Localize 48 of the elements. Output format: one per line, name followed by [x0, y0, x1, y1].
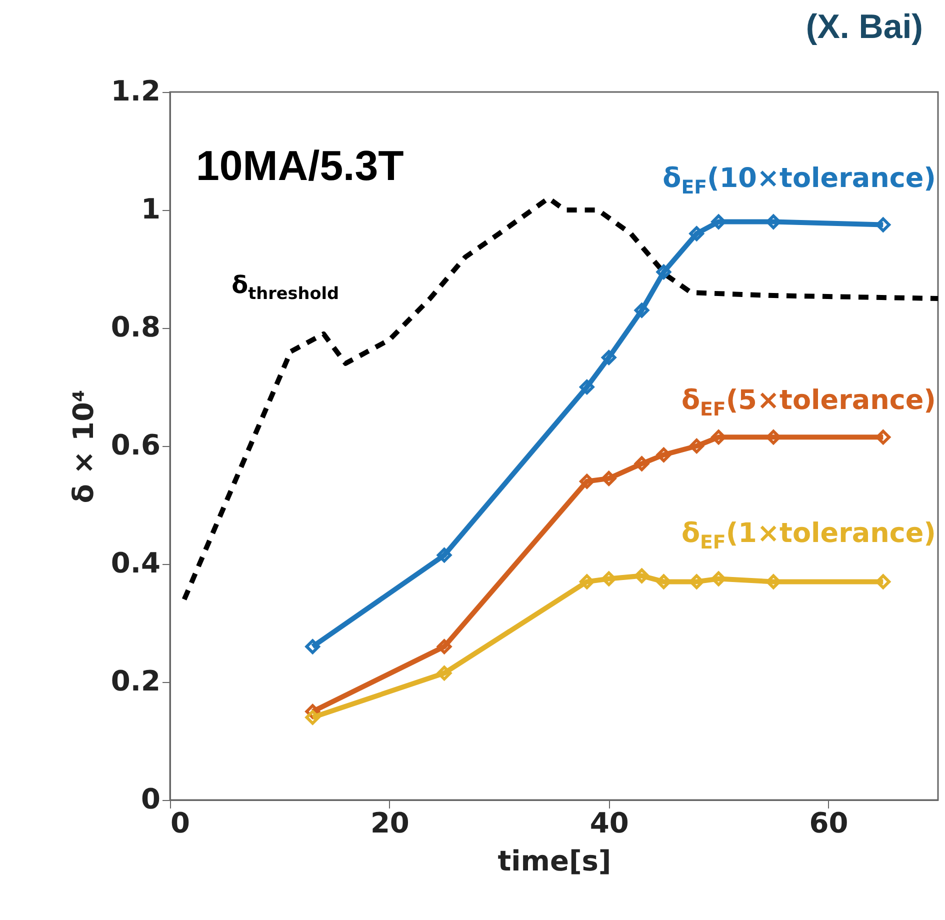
y-tick-label: 0.6 — [110, 428, 160, 462]
point — [634, 302, 650, 318]
point — [305, 710, 320, 725]
point — [656, 264, 672, 280]
point — [634, 456, 650, 472]
point — [305, 639, 320, 654]
y-tick-label: 0 — [141, 782, 160, 816]
point — [580, 474, 594, 489]
y-axis-title: δ × 10⁴ — [66, 390, 100, 504]
point — [601, 350, 616, 365]
point — [436, 666, 452, 681]
point — [766, 214, 781, 230]
point — [656, 574, 672, 590]
point — [876, 574, 891, 590]
point — [580, 574, 594, 590]
point — [689, 438, 704, 454]
point — [711, 430, 726, 445]
point — [634, 568, 650, 584]
point — [876, 217, 891, 232]
y-tick-label: 0.2 — [110, 664, 160, 698]
point — [711, 571, 726, 586]
text: (X. Bai) — [806, 8, 923, 47]
series-label: δ$_{EF}$(10×tolerance) — [662, 162, 936, 198]
x-tick-label: 40 — [590, 806, 629, 840]
series-label: δ$_{threshold}$ — [232, 270, 340, 302]
point — [766, 430, 781, 445]
y-tick-label: 0.4 — [110, 546, 160, 580]
point — [689, 574, 704, 590]
point — [580, 380, 594, 394]
point — [601, 471, 616, 486]
point — [711, 214, 726, 230]
annotation: 10MA/5.3T — [196, 142, 404, 190]
x-axis-title: time[s] — [498, 844, 612, 878]
point — [876, 430, 891, 445]
y-tick-label: 1.2 — [110, 74, 160, 108]
y-tick-label: 0.8 — [110, 310, 160, 344]
x-tick-label: 60 — [809, 806, 848, 840]
y-tick-label: 1 — [141, 192, 160, 226]
point — [436, 548, 452, 563]
point — [436, 639, 452, 654]
point — [766, 574, 781, 590]
x-tick-label: 0 — [170, 806, 190, 840]
point — [656, 447, 672, 462]
point — [689, 226, 704, 242]
x-tick-label: 20 — [370, 806, 410, 840]
series-label: δ$_{EF}$(5×tolerance) — [681, 385, 936, 421]
point — [601, 571, 616, 586]
series-label: δ$_{EF}$(1×tolerance) — [681, 518, 936, 554]
